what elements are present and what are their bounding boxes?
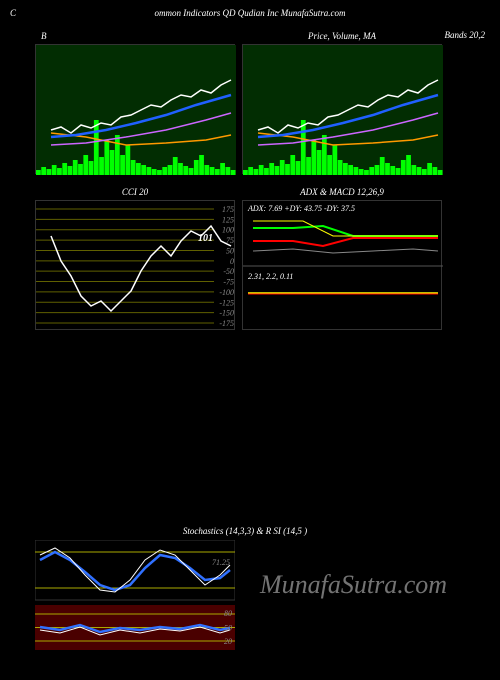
price-panel-left: B (35, 44, 235, 174)
adx-title: ADX & MACD 12,26,9 (243, 187, 441, 197)
svg-text:ADX: 7.69 +DY: 43.75 -DY: 37.5: ADX: 7.69 +DY: 43.75 -DY: 37.5 (247, 204, 355, 213)
stoch-title: Stochastics (14,3,3) & R SI (14,5 ) (35, 526, 455, 536)
cci-panel: CCI 20 17512510075500-50-75-100-125-150-… (35, 200, 235, 330)
svg-text:-150: -150 (219, 309, 234, 318)
svg-text:50: 50 (226, 246, 234, 255)
cci-title: CCI 20 (36, 187, 234, 197)
bands-label: Bands 20,2 (445, 30, 486, 40)
svg-text:0: 0 (230, 257, 234, 266)
svg-text:80: 80 (224, 609, 232, 618)
svg-text:-175: -175 (219, 319, 234, 328)
svg-text:100: 100 (222, 226, 234, 235)
price-title: Price, Volume, MA (243, 31, 441, 41)
adx-panel: ADX & MACD 12,26,9 ADX: 7.69 +DY: 43.75 … (242, 200, 442, 330)
page-header: C ommon Indicators QD Qudian Inc MunafaS… (0, 8, 500, 18)
svg-text:125: 125 (222, 215, 234, 224)
watermark: MunafaSutra.com (260, 570, 447, 600)
svg-text:71.25: 71.25 (212, 558, 230, 567)
svg-text:-100: -100 (219, 288, 234, 297)
svg-text:-125: -125 (219, 298, 234, 307)
svg-text:20: 20 (224, 637, 232, 646)
stochastics-panel: Stochastics (14,3,3) & R SI (14,5 ) 71.2… (35, 540, 235, 650)
svg-text:175: 175 (222, 205, 234, 214)
svg-text:2.31, 2.2, 0.11: 2.31, 2.2, 0.11 (248, 272, 293, 281)
header-center: ommon Indicators QD Qudian Inc MunafaSut… (155, 8, 346, 18)
svg-text:-50: -50 (223, 267, 234, 276)
price-panel-right: Price, Volume, MA (242, 44, 442, 174)
svg-text:-75: -75 (223, 278, 234, 287)
header-left: C (10, 8, 16, 18)
svg-text:50: 50 (224, 624, 232, 633)
svg-text:101: 101 (198, 233, 213, 244)
price-title-b: B (41, 31, 234, 41)
